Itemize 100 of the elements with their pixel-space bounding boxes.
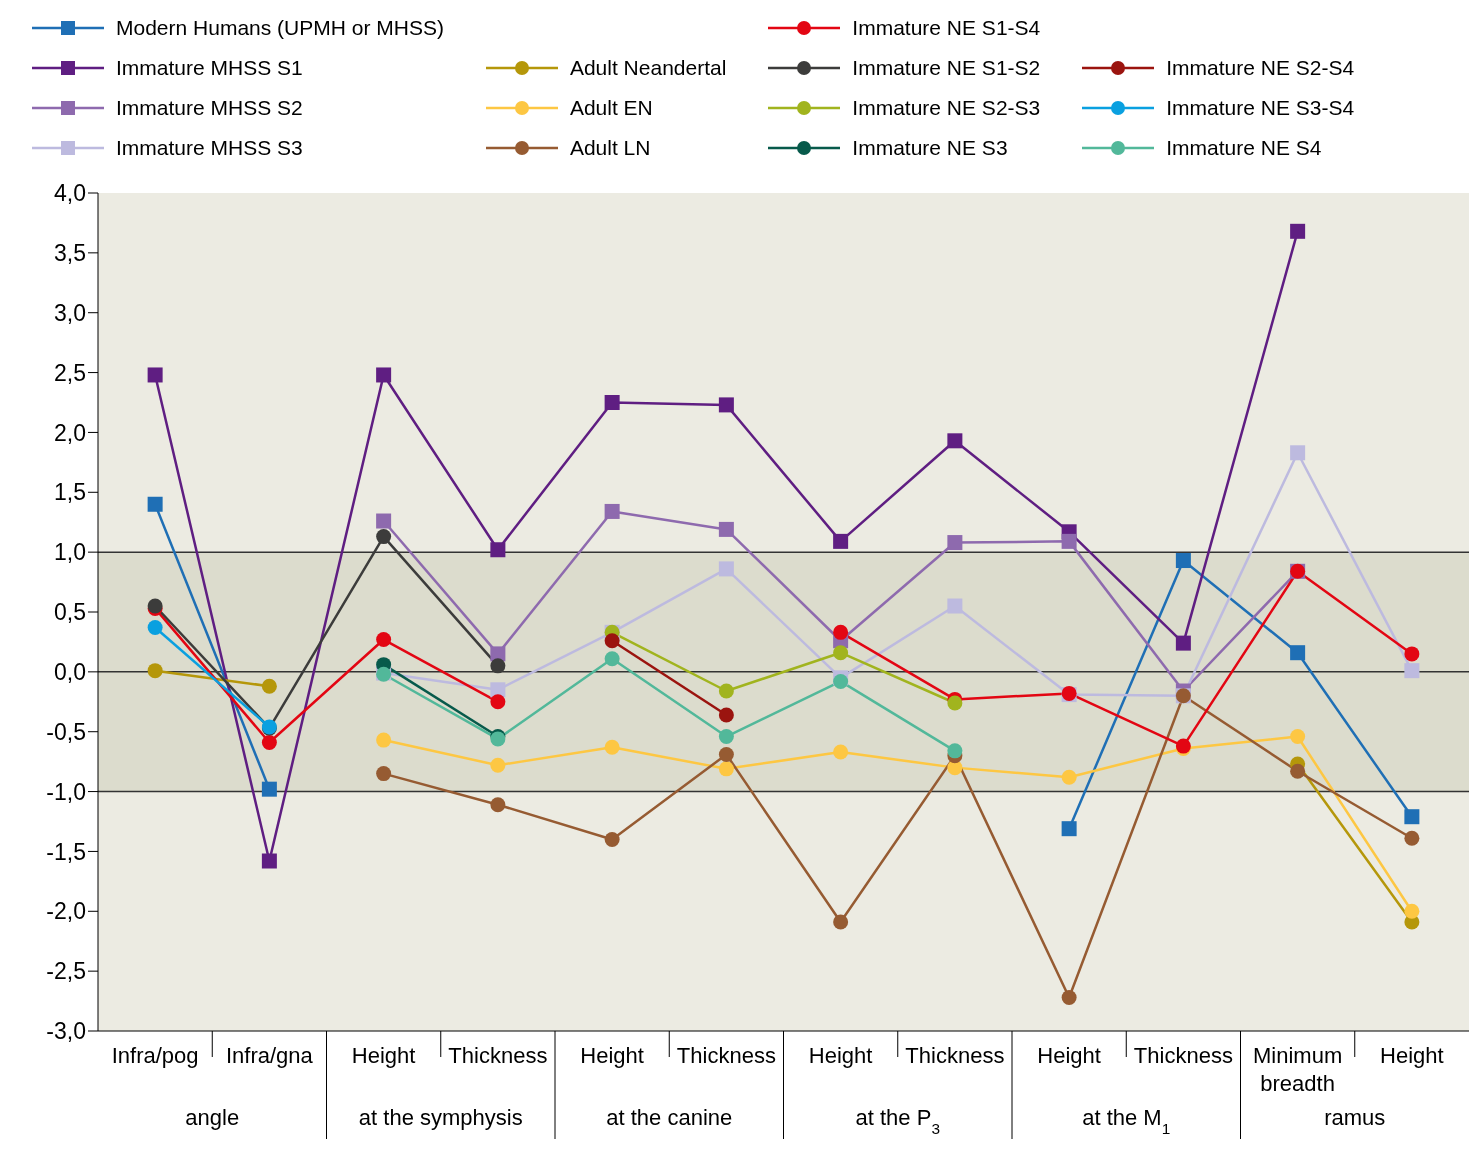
y-tick-label: -0,5 — [46, 718, 86, 745]
point — [1061, 769, 1077, 785]
point — [490, 797, 506, 813]
y-tick-label: 1,0 — [54, 539, 86, 566]
x-tick-label: Height — [580, 1043, 644, 1068]
point — [947, 598, 963, 614]
point — [947, 433, 963, 449]
y-tick-label: -1,0 — [46, 778, 86, 805]
legend-label: Immature NE S2-S3 — [852, 96, 1041, 120]
point — [718, 761, 734, 777]
text: angle — [185, 1105, 240, 1130]
x-tick-label: Thickness — [448, 1043, 548, 1068]
legend-label: Immature NE S3 — [852, 136, 1008, 160]
point — [604, 633, 620, 649]
x-tick-label: Height — [351, 1043, 416, 1068]
legend-label: Immature MHSS S3 — [116, 136, 303, 160]
point — [1061, 533, 1077, 549]
legend-label: Adult LN — [569, 136, 651, 160]
y-tick-label: -2,5 — [46, 958, 86, 985]
legend-label: Immature MHSS S1 — [116, 56, 303, 80]
point — [376, 632, 392, 648]
point — [376, 367, 392, 383]
point — [947, 535, 963, 551]
legend-label: Adult EN — [569, 96, 653, 120]
legend-label: Immature NE S1-S4 — [852, 16, 1041, 40]
y-tick-label: 0,5 — [54, 599, 86, 626]
legend-label: Adult Neandertal — [569, 56, 727, 80]
point — [833, 645, 849, 661]
x-tick-label: Infra/gna — [225, 1043, 314, 1068]
text: ramus — [1324, 1105, 1386, 1130]
point — [718, 707, 734, 723]
text: at the P$_{3}$ — [855, 1105, 940, 1137]
point — [1404, 646, 1420, 662]
point — [490, 542, 506, 558]
point — [1175, 635, 1191, 651]
point — [1290, 645, 1306, 661]
point — [1404, 903, 1420, 919]
point — [1290, 445, 1306, 461]
point — [376, 529, 392, 545]
point — [376, 732, 392, 748]
point — [718, 683, 734, 699]
point — [376, 766, 392, 782]
y-tick-label: 0,0 — [54, 659, 86, 686]
x-tick-label: Height — [1380, 1043, 1444, 1068]
y-tick-label: 1,5 — [54, 479, 86, 506]
point — [947, 743, 963, 759]
point — [1404, 809, 1420, 825]
legend-label: Immature MHSS S2 — [116, 96, 303, 120]
point — [833, 624, 849, 640]
point — [147, 620, 163, 636]
point — [718, 521, 734, 537]
y-tick-label: 2,5 — [54, 359, 86, 386]
point — [604, 739, 620, 755]
point — [261, 853, 277, 869]
y-tick-label: -1,5 — [46, 838, 86, 865]
point — [147, 367, 163, 383]
point — [490, 757, 506, 773]
point — [490, 646, 506, 662]
point — [1290, 729, 1306, 744]
point — [718, 729, 734, 744]
point — [261, 781, 277, 797]
x-tick-label: Infra/pog — [111, 1043, 199, 1068]
legend-label: Immature NE S4 — [1166, 136, 1322, 160]
text: at the M$_{1}$ — [1082, 1105, 1171, 1137]
y-tick-label: 3,5 — [54, 240, 86, 267]
y-tick-label: 3,0 — [54, 299, 86, 326]
legend-label: Immature NE S3-S4 — [1166, 96, 1355, 120]
legend-label: Immature NE S1-S2 — [852, 56, 1041, 80]
point — [604, 651, 620, 667]
y-tick-label: -2,0 — [46, 898, 86, 925]
x-tick-label: Thickness — [676, 1043, 776, 1068]
y-tick-label: 2,0 — [54, 419, 86, 446]
point — [947, 695, 963, 711]
point — [1061, 821, 1077, 837]
point — [1290, 223, 1306, 239]
point — [1061, 989, 1077, 1005]
point — [261, 678, 277, 694]
point — [490, 694, 506, 710]
y-tick-label: -3,0 — [46, 1018, 86, 1045]
point — [718, 397, 734, 413]
y-tick-label: 4,0 — [54, 180, 86, 207]
point — [1175, 553, 1191, 569]
text: at the symphysis — [358, 1105, 523, 1130]
point — [1404, 663, 1420, 679]
legend-label: Modern Humans (UPMH or MHSS) — [116, 16, 444, 40]
x-tick-label: Height — [1037, 1043, 1101, 1068]
point — [261, 734, 277, 750]
point — [833, 533, 849, 549]
point — [833, 914, 849, 930]
point — [604, 831, 620, 847]
x-tick-label: Thickness — [1133, 1043, 1233, 1068]
point — [718, 746, 734, 762]
point — [604, 503, 620, 519]
point — [376, 513, 392, 529]
point — [604, 395, 620, 410]
point — [147, 496, 163, 512]
x-tick-label: Height — [808, 1043, 873, 1068]
point — [147, 663, 163, 679]
legend-label: Immature NE S2-S4 — [1166, 56, 1355, 80]
text: at the canine — [606, 1105, 733, 1130]
